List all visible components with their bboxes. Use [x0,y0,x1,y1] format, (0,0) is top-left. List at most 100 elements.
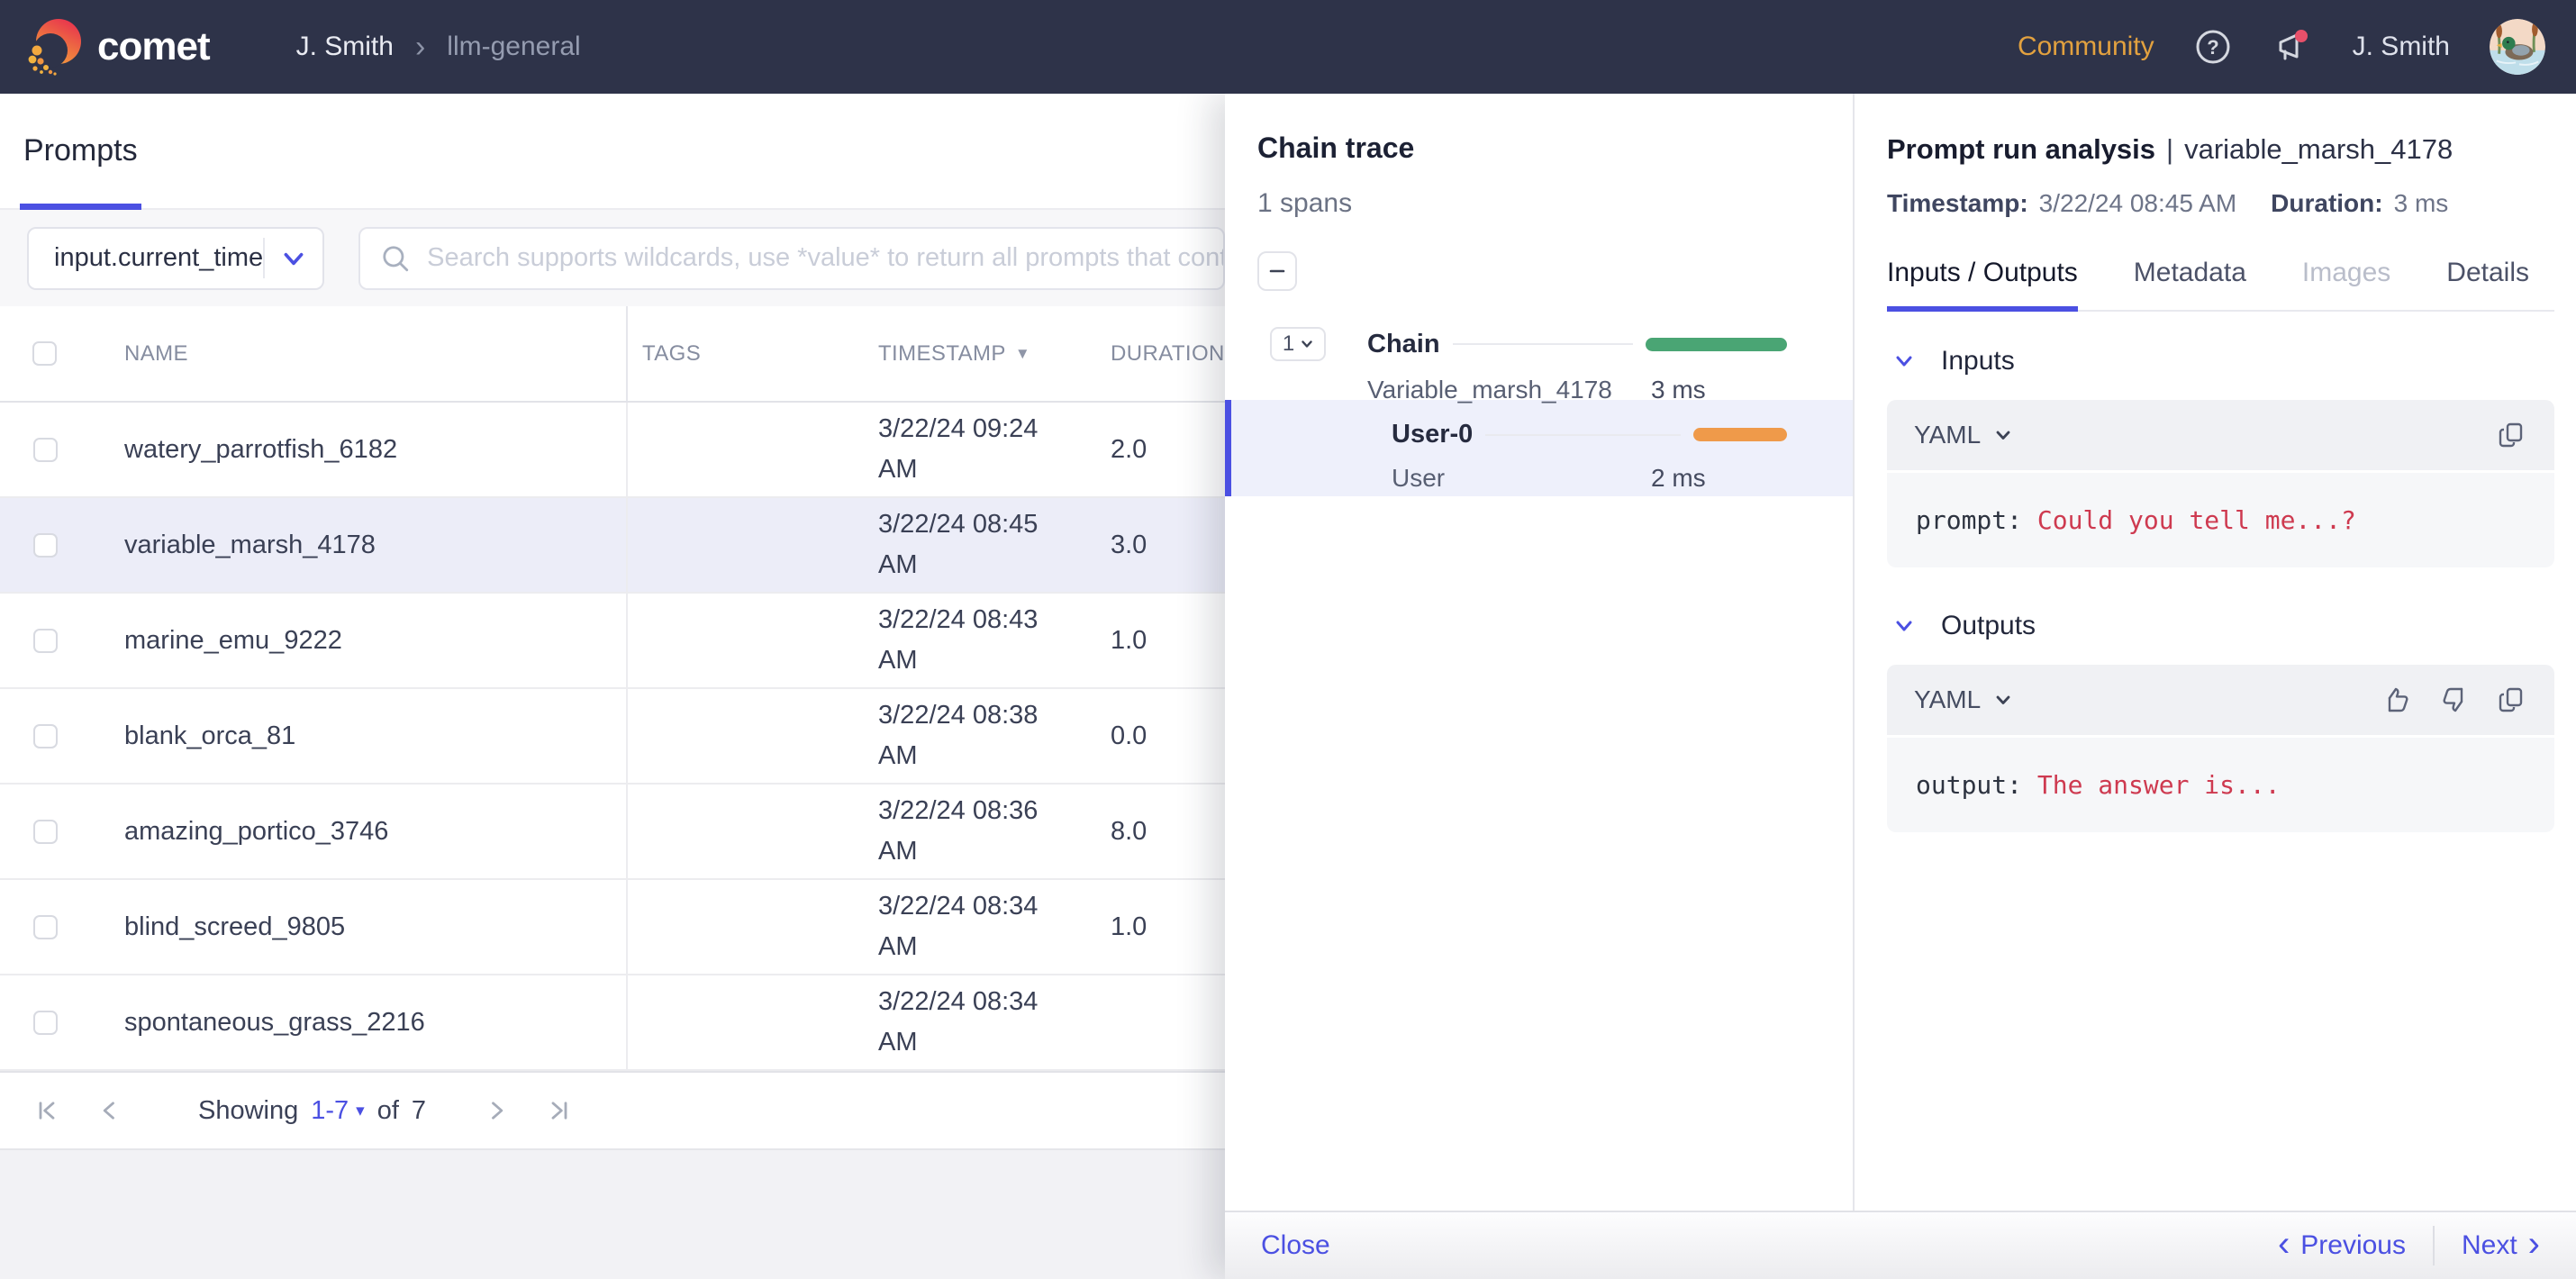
column-header-duration[interactable]: DURATION [1111,340,1225,366]
timestamp-label: Timestamp: [1887,189,2028,217]
row-checkbox[interactable] [32,437,58,462]
code-value: Could you tell me...? [2036,505,2356,535]
copy-icon[interactable] [2497,685,2527,715]
pagination-summary: Showing 1-7 ▾ of 7 [198,1096,426,1126]
table-row[interactable]: spontaneous_grass_2216 3/22/24 08:34 AM [0,975,1225,1071]
tab-inputs-outputs[interactable]: Inputs / Outputs [1887,258,2078,312]
inputs-card: YAML prompt: Could you tell me...? [1887,400,2554,567]
run-name: variable_marsh_4178 [2184,133,2454,165]
breadcrumb-workspace[interactable]: J. Smith [295,32,394,61]
thumbs-up-icon[interactable] [2381,685,2412,715]
breadcrumb: J. Smith › llm-general [296,30,581,65]
trace-title: Chain trace [1257,132,1415,164]
first-page-icon[interactable] [34,1098,59,1123]
analysis-title-label: Prompt run analysis [1887,133,2156,165]
span-duration: 3 ms [1651,376,1706,404]
comet-logo[interactable]: comet [25,18,211,76]
row-checkbox[interactable] [32,1010,58,1035]
duration-bar-orange [1693,428,1787,441]
outputs-format-dropdown[interactable]: YAML [1914,685,2011,714]
outputs-section-toggle[interactable]: Outputs [1887,611,2554,641]
duration: 0.0 [1111,721,1147,750]
table-row[interactable]: marine_emu_9222 3/22/24 08:43 AM 1.0 [0,594,1225,689]
tab-details[interactable]: Details [2446,258,2529,287]
inputs-format-dropdown[interactable]: YAML [1914,421,2011,449]
tab-metadata[interactable]: Metadata [2133,258,2246,287]
chevron-down-icon [1996,695,2010,704]
select-all-checkbox[interactable] [32,341,57,366]
tags-cell [626,975,878,1069]
comet-logo-icon [28,19,81,76]
search-input[interactable] [427,243,1223,273]
column-header-timestamp[interactable]: TIMESTAMP ▼ [878,340,1031,366]
previous-button[interactable]: ‹ Previous [2277,1223,2406,1264]
span-children-badge[interactable]: 1 [1270,327,1326,361]
community-link[interactable]: Community [2017,32,2154,61]
table-row[interactable]: blank_orca_81 3/22/24 08:38 AM 0.0 [0,689,1225,785]
tags-cell [626,594,878,687]
column-header-tags[interactable]: TAGS [626,306,878,401]
tab-prompts[interactable]: Prompts [20,94,141,210]
table-row-selected[interactable]: variable_marsh_4178 3/22/24 08:45 AM 3.0 [0,498,1225,594]
row-checkbox[interactable] [32,723,58,748]
user-menu[interactable]: J. Smith [2352,32,2450,61]
inputs-section-toggle[interactable]: Inputs [1887,346,2554,376]
column-header-name[interactable]: NAME [124,340,188,366]
previous-page-icon[interactable] [97,1098,122,1123]
row-checkbox[interactable] [32,914,58,939]
span-duration: 2 ms [1651,464,1706,492]
row-checkbox[interactable] [32,819,58,844]
trace-row-user[interactable]: User-0 User 2 ms [1225,400,1853,496]
footer-divider [2432,1226,2435,1265]
page-range-dropdown[interactable]: 1-7 ▾ [311,1095,365,1125]
breadcrumb-project[interactable]: llm-general [447,32,581,61]
prompt-run-analysis-panel: Prompt run analysis | variable_marsh_417… [1855,94,2576,1211]
tab-images[interactable]: Images [2301,258,2391,287]
triangle-down-icon: ▾ [356,1101,365,1120]
collapse-all-button[interactable] [1257,251,1297,291]
row-checkbox[interactable] [32,532,58,558]
help-icon[interactable]: ? [2194,28,2232,66]
analysis-tabs: Inputs / Outputs Metadata Images Details [1887,258,2554,312]
duration-bar-green [1646,337,1787,351]
prompt-name: spontaneous_grass_2216 [124,1007,425,1037]
breadcrumb-chevron-icon: › [414,29,426,64]
thumbs-down-icon[interactable] [2439,685,2470,715]
last-page-icon[interactable] [547,1098,572,1123]
outputs-card: YAML [1887,665,2554,832]
code-key: output: [1916,770,2023,800]
span-title: User-0 [1392,420,1474,449]
timestamp: 3/22/24 08:34 AM [878,892,1039,961]
avatar[interactable] [2490,19,2545,75]
chevron-down-icon [1896,621,1912,631]
prompt-name: amazing_portico_3746 [124,816,389,846]
next-page-icon[interactable] [484,1098,509,1123]
row-checkbox[interactable] [32,628,58,653]
trace-footer: Close ‹ Previous Next › [1225,1211,2576,1279]
table-row[interactable]: amazing_portico_3746 3/22/24 08:36 AM 8.… [0,785,1225,880]
prompt-name: blank_orca_81 [124,721,296,750]
table-row[interactable]: watery_parrotfish_6182 3/22/24 09:24 AM … [0,403,1225,498]
close-button[interactable]: Close [1261,1230,1330,1260]
of-label: of [376,1095,399,1125]
page-tabs: Prompts [0,94,1225,210]
chevron-left-icon: ‹ [2277,1223,2290,1264]
chevron-right-icon: › [2527,1223,2540,1264]
timestamp: 3/22/24 08:34 AM [878,987,1039,1057]
table-row[interactable]: blind_screed_9805 3/22/24 08:34 AM 1.0 [0,880,1225,975]
prompts-pane: Prompts input.current_time [0,94,1225,1279]
pagination: Showing 1-7 ▾ of 7 [0,1071,1225,1150]
copy-icon[interactable] [2497,420,2527,450]
duration: 3.0 [1111,530,1147,559]
minus-icon [1269,269,1285,273]
span-subtitle: Variable_marsh_4178 [1367,376,1612,404]
trace-row-chain[interactable]: 1 Chain Variable_marsh_4178 3 ms [1225,313,1853,404]
notifications-megaphone-icon[interactable] [2272,28,2313,66]
code-value: The answer is... [2036,770,2281,800]
timestamp: 3/22/24 08:45 AM [878,510,1039,579]
duration: 1.0 [1111,912,1147,941]
next-button[interactable]: Next › [2461,1223,2540,1264]
column-filter-dropdown[interactable]: input.current_time [27,226,325,290]
code-key: prompt: [1916,505,2023,535]
span-title: Chain [1367,329,1440,358]
